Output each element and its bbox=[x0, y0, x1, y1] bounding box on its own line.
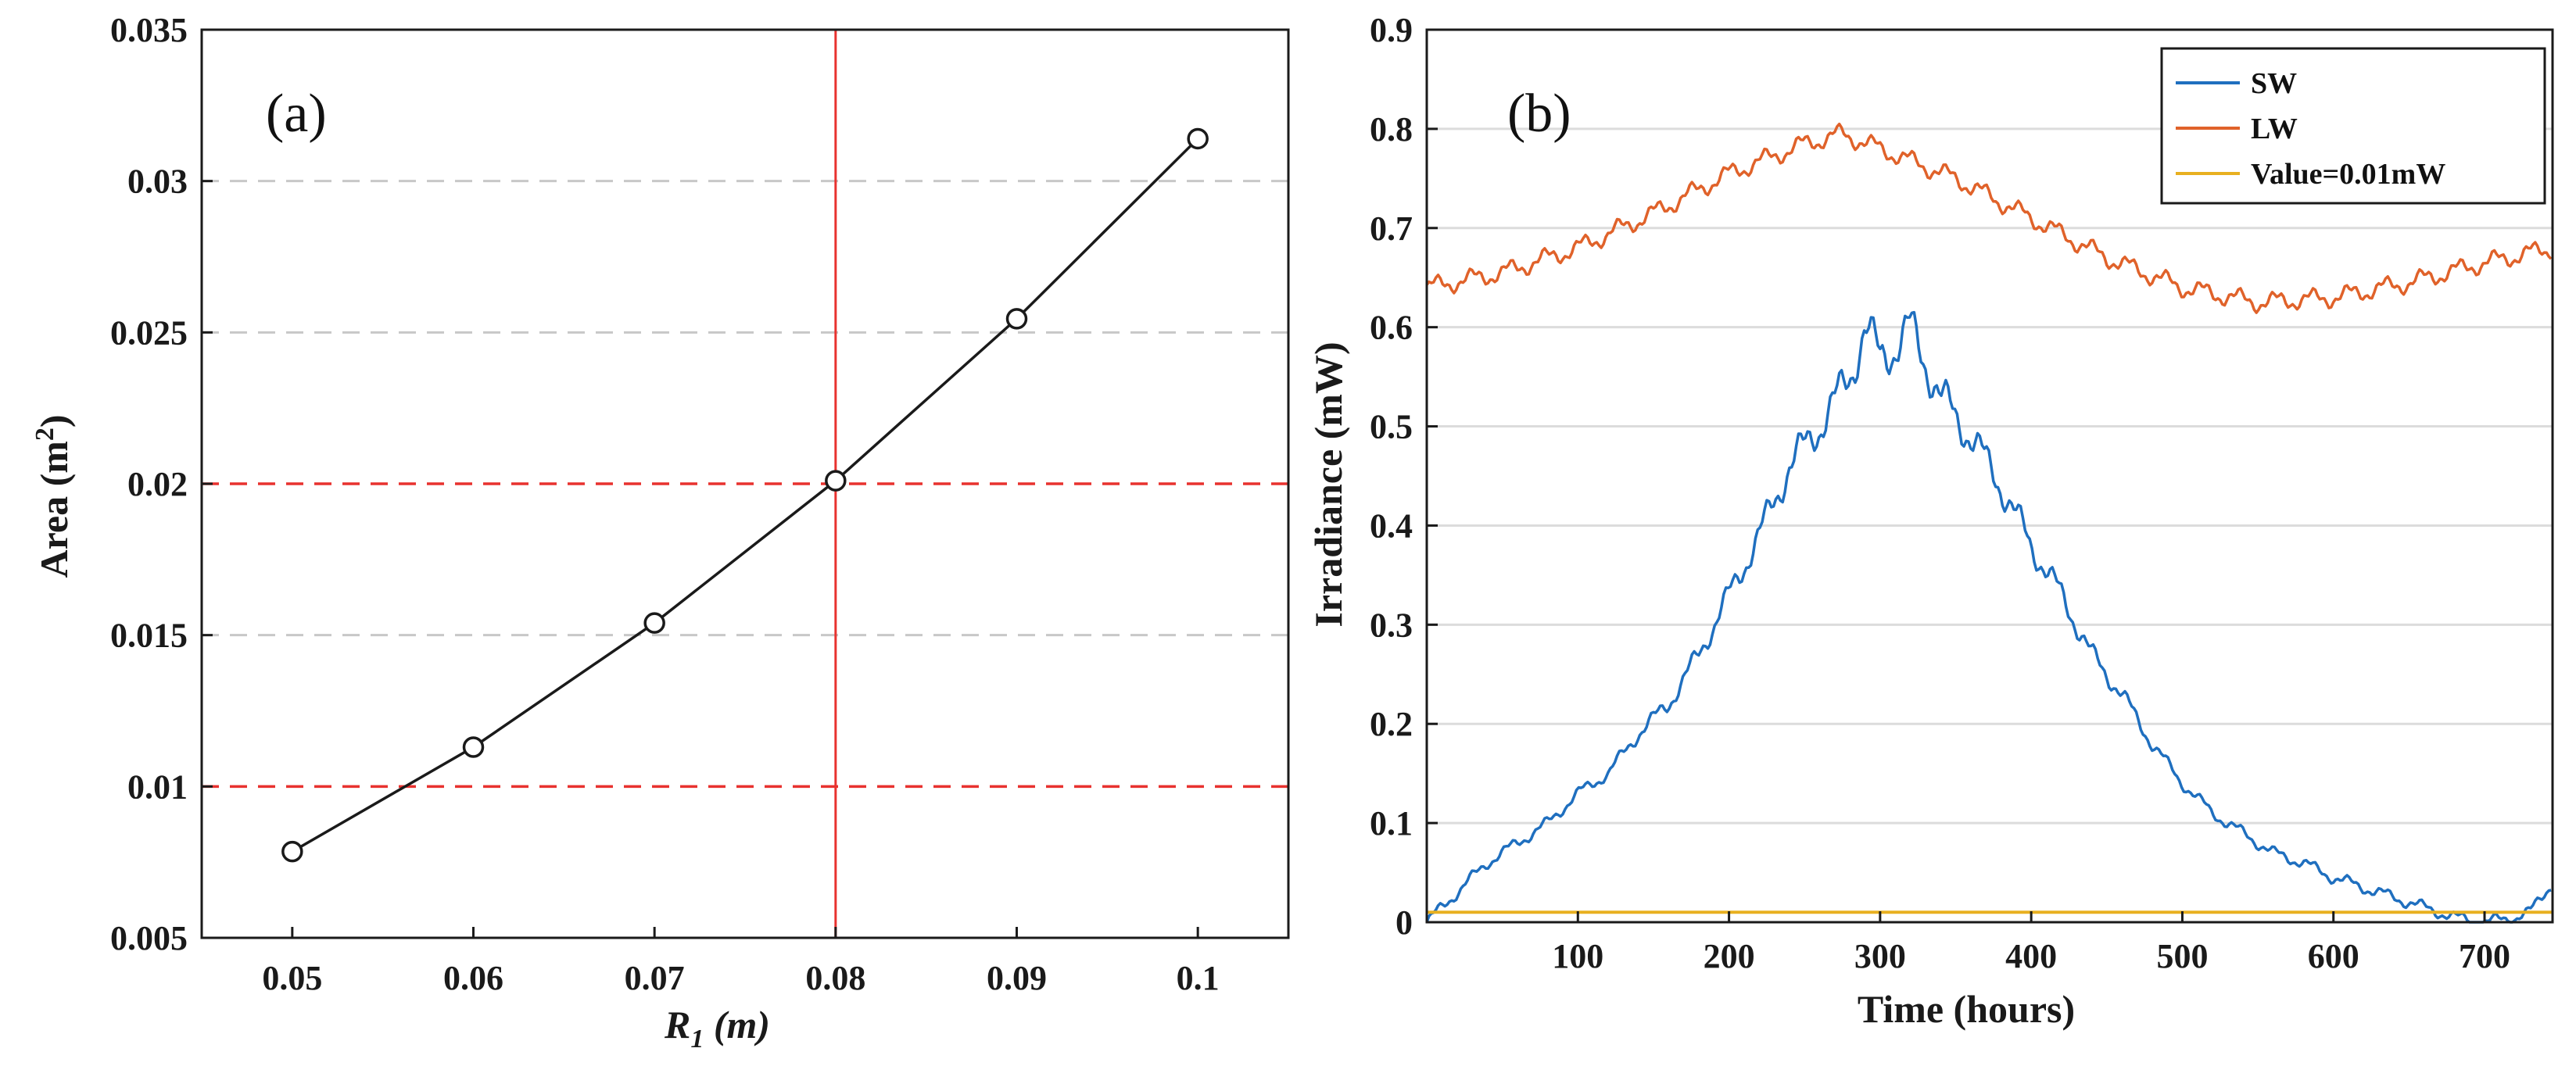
panel-a-y-label-end: ) bbox=[32, 414, 76, 427]
panel-a-x-axis-label: R1 (m) bbox=[664, 1003, 770, 1053]
panel-a-data-point bbox=[1005, 308, 1028, 330]
panel-a-chart: 0.05 0.06 0.07 0.08 0.09 0.1 0.005 0.01 0.015 0.0… bbox=[30, 11, 1290, 1053]
panel-a-data-point bbox=[1187, 127, 1209, 150]
panel-a-x-label-unit: (m) bbox=[704, 1003, 770, 1046]
panel-b-y-tick-label: 0.7 bbox=[1370, 209, 1413, 248]
panel-b-y-tick-label: 0.8 bbox=[1370, 110, 1413, 148]
panel-b-y-tick-label: 0.5 bbox=[1370, 408, 1413, 446]
panel-b-series bbox=[1425, 122, 2553, 924]
panel-b-legend-entry: Value=0.01mW bbox=[2251, 158, 2445, 191]
panel-b-y-tick-label: 0.9 bbox=[1370, 11, 1413, 49]
panel-b-y-tick-label: 0 bbox=[1395, 903, 1413, 942]
panel-a-y-label-sup: 2 bbox=[30, 427, 59, 441]
panel-b-y-tick-label: 0.6 bbox=[1370, 309, 1413, 347]
panel-a-y-tick-label: 0.015 bbox=[110, 617, 188, 655]
panel-a-y-tick-label: 0.03 bbox=[127, 163, 188, 201]
panel-b-x-tick-label: 100 bbox=[1552, 937, 1603, 975]
panel-b-legend: SW LW Value=0.01mW bbox=[2160, 47, 2546, 205]
panel-a-y-tick-label: 0.01 bbox=[127, 767, 188, 806]
panel-b-ticks: 100 200 300 400 500 600 700 0 0.1 0.2 0.3 0.4 0.5 0.6… bbox=[1370, 11, 2510, 975]
panel-a-y-axis-label: Area (m2) bbox=[30, 414, 76, 578]
panel-a-x-tick-label: 0.05 bbox=[262, 959, 322, 997]
panel-a-y-tick-label: 0.035 bbox=[110, 11, 188, 49]
panel-b-series-lw-line bbox=[1425, 122, 2553, 314]
panel-a-series bbox=[281, 127, 1209, 863]
panel-b-x-tick-label: 700 bbox=[2459, 937, 2510, 975]
panel-b-x-tick-label: 500 bbox=[2156, 937, 2208, 975]
panel-b-x-tick-label: 400 bbox=[2005, 937, 2057, 975]
panel-b-legend-entry: SW bbox=[2251, 67, 2297, 100]
panel-b-y-axis-label: Irradiance (mW) bbox=[1306, 342, 1350, 627]
panel-a-x-tick-label: 0.08 bbox=[805, 959, 865, 997]
panel-b-chart: 100 200 300 400 500 600 700 0 0.1 0.2 0.3 0.4 0.5 0.6… bbox=[1306, 11, 2554, 1031]
panel-a-y-label-main: Area (m bbox=[32, 441, 76, 578]
panel-a-data-point bbox=[281, 840, 303, 863]
panel-b-axes-frame bbox=[1425, 28, 2554, 924]
panel-b-x-tick-label: 600 bbox=[2308, 937, 2359, 975]
panel-a-x-label-main: R bbox=[664, 1003, 690, 1046]
panel-a-y-tick-label: 0.005 bbox=[110, 919, 188, 957]
panel-a-area-line bbox=[291, 138, 1199, 853]
panel-a-data-point bbox=[643, 612, 665, 634]
panel-a-y-tick-label: 0.025 bbox=[110, 313, 188, 352]
panel-a-label: (a) bbox=[266, 84, 327, 144]
panel-a-data-point bbox=[825, 470, 847, 492]
panel-a-ticks: 0.05 0.06 0.07 0.08 0.09 0.1 0.005 0.01 0.015 0.0… bbox=[110, 11, 1220, 997]
panel-b-series-sw-line bbox=[1425, 310, 2552, 924]
panel-b-label: (b) bbox=[1507, 84, 1571, 144]
panel-a-x-tick-label: 0.1 bbox=[1177, 959, 1220, 997]
panel-a-x-tick-label: 0.07 bbox=[625, 959, 685, 997]
panel-b-y-tick-label: 0.3 bbox=[1370, 606, 1413, 644]
panel-b-legend-entry: LW bbox=[2251, 113, 2298, 145]
panel-b-y-tick-label: 0.1 bbox=[1370, 804, 1413, 842]
panel-b-x-tick-label: 300 bbox=[1854, 937, 1906, 975]
panel-a-x-tick-label: 0.06 bbox=[443, 959, 503, 997]
panel-b-legend-box bbox=[2160, 47, 2546, 205]
panel-b-x-axis-label: Time (hours) bbox=[1858, 987, 2075, 1031]
panel-a-y-tick-label: 0.02 bbox=[127, 465, 188, 503]
panel-a-x-tick-label: 0.09 bbox=[987, 959, 1047, 997]
panel-b-y-tick-label: 0.2 bbox=[1370, 705, 1413, 743]
panel-a-x-label-sub: 1 bbox=[690, 1025, 704, 1053]
panel-a-data-point bbox=[462, 736, 485, 758]
panel-b-y-tick-label: 0.4 bbox=[1370, 506, 1413, 545]
panel-b-x-tick-label: 200 bbox=[1704, 937, 1755, 975]
